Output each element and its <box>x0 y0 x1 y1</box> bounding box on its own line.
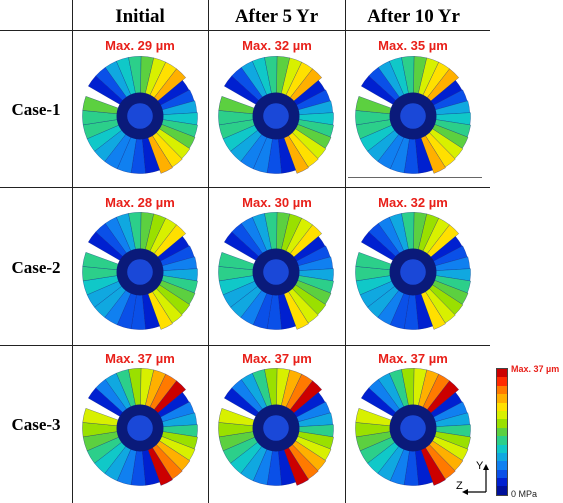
column-header-10yr: After 10 Yr <box>367 6 460 27</box>
legend-color-cell <box>497 369 507 378</box>
axis-triad-icon <box>462 464 489 495</box>
rotor-contour-plot <box>355 368 471 486</box>
rotor-hub-center <box>400 103 426 129</box>
legend-min-label: 0 MPa <box>511 489 538 499</box>
row-header-case-3: Case-3 <box>11 415 61 434</box>
legend-color-cell <box>497 394 507 403</box>
legend-color-cell <box>497 444 507 453</box>
legend-color-cell <box>497 478 507 487</box>
legend-color-cell <box>497 469 507 479</box>
rotor-contour-plot <box>82 56 198 174</box>
legend-color-cell <box>497 452 507 462</box>
rotor-hub-center <box>263 259 289 285</box>
legend-max-label: Max. 37 µm <box>511 364 560 374</box>
rotor-hub-center <box>400 259 426 285</box>
rotor-contour-plot <box>218 56 334 174</box>
grid-line <box>348 177 482 178</box>
legend-color-cell <box>497 461 507 470</box>
legend-color-cell <box>497 410 507 420</box>
color-legend-bar <box>496 368 508 496</box>
legend-color-cell <box>497 385 507 395</box>
grid-line <box>345 0 346 503</box>
max-label: Max. 35 µm <box>378 38 448 53</box>
legend-color-cell <box>497 486 507 495</box>
axis-z-label: Z <box>456 480 463 492</box>
rotor-hub-center <box>127 103 153 129</box>
rotor-contour-plot <box>218 368 334 486</box>
max-label: Max. 37 µm <box>105 351 175 366</box>
max-label: Max. 37 µm <box>378 351 448 366</box>
legend-color-cell <box>497 419 507 428</box>
max-label: Max. 29 µm <box>105 38 175 53</box>
legend-color-cell <box>497 427 507 437</box>
rotor-hub-center <box>127 415 153 441</box>
row-header-case-1: Case-1 <box>11 100 61 119</box>
grid-line <box>0 187 490 188</box>
rotor-contour-plot <box>218 212 334 330</box>
grid-line <box>0 30 490 31</box>
rotor-hub-center <box>263 103 289 129</box>
max-label: Max. 37 µm <box>242 351 312 366</box>
max-label: Max. 32 µm <box>242 38 312 53</box>
max-label: Max. 32 µm <box>378 195 448 210</box>
column-header-5yr: After 5 Yr <box>234 6 319 27</box>
rotor-hub-center <box>263 415 289 441</box>
legend-color-cell <box>497 402 507 411</box>
rotor-contour-plot <box>82 212 198 330</box>
max-label: Max. 30 µm <box>242 195 312 210</box>
grid-line <box>72 0 73 503</box>
grid-line <box>208 0 209 503</box>
rotor-contour-plot <box>355 212 471 330</box>
grid-line <box>0 345 490 346</box>
rotor-hub-center <box>127 259 153 285</box>
rotor-contour-plot <box>355 56 471 174</box>
column-header-initial: Initial <box>115 6 165 27</box>
legend-color-cell <box>497 377 507 386</box>
rotor-contour-plot <box>82 368 198 486</box>
axis-y-label: Y <box>476 460 484 472</box>
legend-color-cell <box>497 436 507 445</box>
row-header-case-2: Case-2 <box>11 258 61 277</box>
rotor-hub-center <box>400 415 426 441</box>
max-label: Max. 28 µm <box>105 195 175 210</box>
